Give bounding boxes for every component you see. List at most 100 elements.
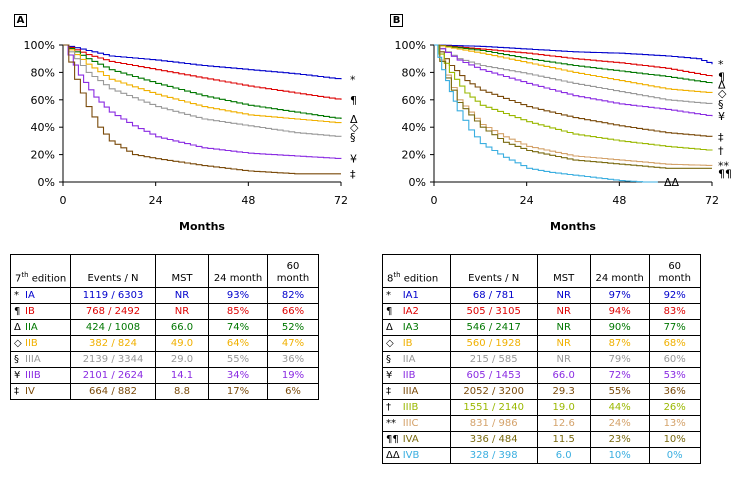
row-24-month: 97% — [589, 287, 650, 304]
row-symbol: ◇ — [381, 335, 401, 352]
row-mst: NR — [536, 303, 591, 320]
y-tick-label: 60% — [402, 94, 426, 107]
survival-curve — [63, 44, 342, 80]
y-tick-label: 20% — [402, 149, 426, 162]
row-events: 605 / 1453 — [449, 367, 538, 384]
row-24-month: 74% — [208, 319, 268, 336]
row-60-month: 53% — [648, 367, 701, 384]
row-60-month: 83% — [648, 303, 701, 320]
row-stage: IA3 — [400, 319, 451, 336]
row-24-month: 10% — [589, 447, 650, 464]
survival-table-a: 7th edition Events / N MST 24 month 60 month… — [10, 254, 319, 400]
row-symbol: ‡ — [381, 383, 401, 400]
row-events: 831 / 986 — [449, 415, 538, 432]
y-tick-label: 20% — [31, 149, 55, 162]
row-60-month: 77% — [648, 319, 701, 336]
row-60-month: 19% — [267, 367, 319, 384]
survival-curve — [63, 44, 342, 119]
row-symbol: Δ — [381, 319, 401, 336]
curve-end-label: ‡ — [718, 131, 724, 144]
edition-header: 8th edition — [382, 254, 451, 288]
row-symbol: ¶ — [381, 303, 401, 320]
curve-end-label: ¶¶ — [718, 168, 732, 181]
row-24-month: 87% — [589, 335, 650, 352]
table-row: ¶ IB 768 / 2492 NR 85% 66% — [10, 303, 319, 320]
row-events: 1551 / 2140 — [449, 399, 538, 416]
row-stage: IA1 — [400, 287, 451, 304]
row-60-month: 52% — [267, 319, 319, 336]
row-mst: NR — [155, 303, 209, 320]
curve-end-label: ¥ — [350, 153, 357, 166]
survival-curve — [434, 44, 713, 93]
row-events: 2052 / 3200 — [449, 383, 538, 400]
row-symbol: ΔΔ — [381, 447, 401, 464]
row-24-month: 90% — [589, 319, 650, 336]
row-stage: IIB — [23, 335, 71, 352]
survival-curve — [434, 44, 713, 151]
table-row: ¶ IA2 505 / 3105 NR 94% 83% — [381, 303, 701, 320]
x-tick-label: 0 — [60, 194, 67, 207]
survival-curve — [63, 44, 342, 100]
row-stage: IIA — [23, 319, 71, 336]
row-events: 336 / 484 — [449, 431, 538, 448]
row-stage: IB — [400, 335, 451, 352]
row-symbol: * — [10, 287, 23, 304]
curve-end-label: ‡ — [350, 168, 356, 181]
column-header: Events / N — [70, 254, 156, 288]
row-stage: IA2 — [400, 303, 451, 320]
curve-end-label: § — [718, 98, 724, 111]
curve-end-label: ΔΔ — [664, 176, 680, 189]
row-24-month: 72% — [589, 367, 650, 384]
row-events: 2139 / 3344 — [70, 351, 156, 368]
curve-end-label: ¶ — [350, 94, 357, 107]
table-row: Δ IIA 424 / 1008 66.0 74% 52% — [10, 319, 319, 336]
row-24-month: 34% — [208, 367, 268, 384]
column-header: 24 month — [208, 254, 268, 288]
row-events: 560 / 1928 — [449, 335, 538, 352]
column-header: 60 month — [648, 254, 701, 288]
row-symbol: * — [381, 287, 401, 304]
curve-end-label: ◇ — [350, 121, 359, 134]
row-24-month: 24% — [589, 415, 650, 432]
column-header: 60 month — [267, 254, 319, 288]
table-row: § IIIA 2139 / 3344 29.0 55% 36% — [10, 351, 319, 368]
survival-chart-a: 0% 20% 40% 60% 80% 100% 0 24 48 72 Months * ¶ Δ◇§ ¥ ‡ — [24, 39, 359, 233]
table-row: ¥ IIB 605 / 1453 66.0 72% 53% — [381, 367, 701, 384]
x-tick-label: 48 — [612, 194, 626, 207]
row-events: 1119 / 6303 — [70, 287, 156, 304]
row-symbol: ¶ — [10, 303, 23, 320]
row-24-month: 93% — [208, 287, 268, 304]
panel-a: A 0% 20% 40% 60% 80% 100% 0 24 48 72 Months * ¶ Δ ◇ § ¥ ‡… — [10, 14, 359, 400]
row-24-month: 23% — [589, 431, 650, 448]
row-60-month: 0% — [648, 447, 701, 464]
row-symbol: Δ — [10, 319, 23, 336]
row-mst: 29.3 — [536, 383, 591, 400]
row-symbol: ¶¶ — [381, 431, 401, 448]
table-row: * IA1 68 / 781 NR 97% 92% — [381, 287, 701, 304]
survival-curve — [434, 44, 713, 137]
row-events: 505 / 3105 — [449, 303, 538, 320]
curve-end-label: † — [718, 144, 724, 157]
survival-curve — [63, 44, 341, 175]
row-events: 328 / 398 — [449, 447, 538, 464]
panel-b: B 0% 20% 40% 60% 80% 100% 0 24 48 72 Months * ¶ Δ ◇ § ¥ ‡… — [372, 0, 744, 492]
curve-end-label: ¶ — [718, 71, 725, 84]
survival-curve — [434, 44, 712, 169]
curve-end-label: * — [718, 58, 724, 71]
row-stage: IIIA — [23, 351, 71, 368]
row-60-month: 13% — [648, 415, 701, 432]
table-row: ¶¶ IVA 336 / 484 11.5 23% 10% — [381, 431, 701, 448]
column-header: 24 month — [589, 254, 650, 288]
table-row: § IIA 215 / 585 NR 79% 60% — [381, 351, 701, 368]
curve-end-label: ¥ — [718, 110, 725, 123]
curve-end-label: Δ — [350, 113, 358, 126]
row-mst: 49.0 — [155, 335, 209, 352]
row-mst: 66.0 — [155, 319, 209, 336]
row-stage: IIIB — [23, 367, 71, 384]
row-symbol: ** — [381, 415, 401, 432]
y-tick-label: 40% — [402, 121, 426, 134]
row-events: 2101 / 2624 — [70, 367, 156, 384]
row-mst: NR — [536, 351, 591, 368]
curve-end-label: § — [350, 131, 356, 144]
survival-curve — [434, 44, 713, 104]
